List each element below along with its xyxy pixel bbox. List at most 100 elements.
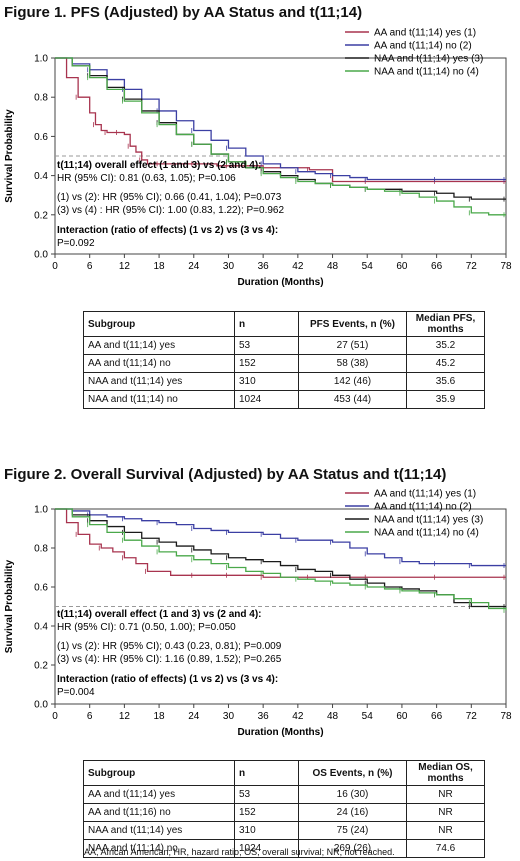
table-row: AA and t(11;14) no 152 58 (38) 45.2 [83, 354, 485, 373]
legend-label-1: AA and t(11;14) yes (1) [374, 28, 476, 39]
cell-median: NR [406, 821, 485, 840]
table-row: AA and t(11;16) no 152 24 (16) NR [83, 803, 485, 822]
cell-median: 35.9 [406, 390, 485, 409]
col-header-median: Median PFS, months [406, 311, 485, 337]
x-tick-label: 36 [258, 711, 270, 722]
figure-2-title: Figure 2. Overall Survival (Adjusted) by… [4, 466, 447, 483]
x-tick-label: 6 [87, 711, 93, 722]
cell-subgroup: AA and t(11;14) yes [83, 336, 235, 355]
col-header-events: OS Events, n (%) [298, 760, 407, 786]
legend-label-4: NAA and t(11;14) no (4) [374, 528, 479, 539]
cell-n: 310 [234, 372, 299, 391]
y-tick-label: 0.4 [34, 622, 48, 633]
x-tick-label: 18 [154, 711, 166, 722]
cell-events: 75 (24) [298, 821, 407, 840]
x-tick-label: 72 [466, 711, 478, 722]
col-header-n: n [234, 760, 299, 786]
stat-annotation: P=0.092 [57, 238, 95, 249]
table-row: NAA and t(11;14) yes 310 142 (46) 35.6 [83, 372, 485, 391]
stat-annotation: t(11;14) overall effect (1 and 3) vs (2 … [57, 609, 262, 620]
x-tick-label: 66 [431, 711, 443, 722]
y-tick-label: 0.2 [34, 661, 48, 672]
table-row: AA and t(11;14) yes 53 27 (51) 35.2 [83, 336, 485, 355]
cell-events: 142 (46) [298, 372, 407, 391]
legend-label-3: NAA and t(11;14) yes (3) [374, 54, 483, 65]
x-tick-label: 18 [154, 261, 166, 272]
cell-median: NR [406, 785, 485, 804]
y-tick-label: 0.0 [34, 700, 48, 711]
figure-1-pfs-chart: 0 6 12 18 24 30 36 42 48 54 60 66 72 78 0.0 0.2 0.4 0.6 0.… [4, 28, 512, 289]
cell-median: NR [406, 803, 485, 822]
legend-label-4: NAA and t(11;14) no (4) [374, 67, 479, 78]
x-tick-label: 12 [119, 711, 131, 722]
legend-label-1: AA and t(11;14) yes (1) [374, 489, 476, 500]
col-header-events: PFS Events, n (%) [298, 311, 407, 337]
cell-events: 58 (38) [298, 354, 407, 373]
cell-n: 1024 [234, 390, 299, 409]
cell-subgroup: NAA and t(11;14) yes [83, 372, 235, 391]
cell-subgroup: AA and t(11;14) no [83, 354, 235, 373]
col-header-subgroup: Subgroup [83, 760, 235, 786]
cell-subgroup: AA and t(11;14) yes [83, 785, 235, 804]
x-tick-label: 0 [52, 261, 58, 272]
x-tick-label: 24 [188, 261, 200, 272]
legend-label-2: AA and t(11;14) no (2) [374, 41, 472, 52]
cell-subgroup: AA and t(11;16) no [83, 803, 235, 822]
stat-annotation: HR (95% CI): 0.71 (0.50, 1.00); P=0.050 [57, 622, 236, 633]
figure-1-title: Figure 1. PFS (Adjusted) by AA Status an… [4, 4, 363, 21]
pfs-table: Subgroup n PFS Events, n (%) Median PFS,… [83, 311, 485, 409]
cell-n: 152 [234, 803, 299, 822]
series-line-1 [55, 57, 506, 183]
table-row: NAA and t(11;14) no 1024 453 (44) 35.9 [83, 390, 485, 409]
x-tick-label: 54 [362, 711, 374, 722]
legend-label-2: AA and t(11;14) no (2) [374, 502, 472, 513]
cell-median: 74.6 [406, 839, 485, 858]
table-row: AA and t(11;14) yes 53 16 (30) NR [83, 785, 485, 804]
cell-n: 310 [234, 821, 299, 840]
x-tick-label: 30 [223, 711, 235, 722]
x-tick-label: 78 [500, 261, 512, 272]
figure-2-os-chart: 0 6 12 18 24 30 36 42 48 54 60 66 72 78 0.0 0.2 0.4 0.6 0.… [4, 489, 512, 739]
x-tick-label: 30 [223, 261, 235, 272]
x-tick-label: 42 [292, 711, 304, 722]
cell-events: 27 (51) [298, 336, 407, 355]
y-tick-label: 0.2 [34, 210, 48, 221]
series-line-2 [55, 508, 506, 567]
stat-annotation: t(11;14) overall effect (1 and 3) vs (2 … [57, 160, 262, 171]
y-tick-label: 0.0 [34, 250, 48, 261]
y-tick-label: 0.4 [34, 171, 48, 182]
stat-annotation: Interaction (ratio of effects) (1 vs 2) … [57, 674, 278, 685]
y-tick-label: 1.0 [34, 505, 48, 516]
x-tick-label: 60 [396, 711, 408, 722]
series-line-4 [55, 57, 506, 216]
cell-median: 35.6 [406, 372, 485, 391]
table-row: NAA and t(11;14) yes 310 75 (24) NR [83, 821, 485, 840]
x-axis-label: Duration (Months) [237, 727, 323, 738]
y-tick-label: 1.0 [34, 54, 48, 65]
stat-annotation: (1) vs (2): HR (95% CI); 0.43 (0.23, 0.8… [57, 641, 282, 652]
stat-annotation: (3) vs (4): HR (95% CI): 1.16 (0.89, 1.5… [57, 654, 282, 665]
series-line-1 [55, 508, 506, 578]
cell-median: 35.2 [406, 336, 485, 355]
os-table: Subgroup n OS Events, n (%) Median OS, m… [83, 760, 485, 858]
cell-events: 16 (30) [298, 785, 407, 804]
col-header-n: n [234, 311, 299, 337]
y-tick-label: 0.8 [34, 544, 48, 555]
x-tick-label: 78 [500, 711, 512, 722]
x-tick-label: 12 [119, 261, 131, 272]
series-line-4 [55, 508, 507, 611]
stat-annotation: (3) vs (4) : HR (95% CI): 1.00 (0.83, 1.… [57, 205, 284, 216]
cell-events: 24 (16) [298, 803, 407, 822]
y-axis-label: Survival Probability [4, 109, 15, 203]
cell-n: 53 [234, 785, 299, 804]
y-axis-label: Survival Probability [4, 559, 15, 653]
cell-subgroup: NAA and t(11;14) no [83, 390, 235, 409]
cell-n: 1024 [234, 839, 299, 858]
table-header-row: Subgroup n PFS Events, n (%) Median PFS,… [83, 311, 485, 337]
x-tick-label: 48 [327, 261, 339, 272]
y-tick-label: 0.8 [34, 93, 48, 104]
x-tick-label: 24 [188, 711, 200, 722]
cell-events: 269 (26) [298, 839, 407, 858]
x-tick-label: 54 [362, 261, 374, 272]
x-tick-label: 72 [466, 261, 478, 272]
